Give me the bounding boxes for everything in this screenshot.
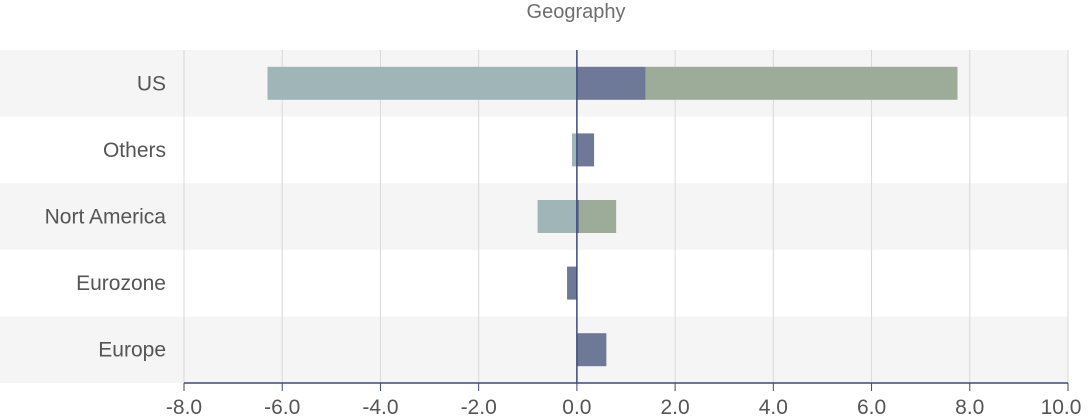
x-tick-label: -2.0 [461, 396, 497, 418]
x-tick-label: 10.0 [1041, 396, 1082, 418]
category-label: Nort America [45, 206, 167, 229]
bar-us-s2 [576, 66, 646, 100]
category-band [0, 316, 1068, 383]
category-labels: US Others Nort America Eurozone Europe [45, 72, 167, 361]
bar-europe-s2 [576, 333, 607, 367]
bar-nort-america-s1 [537, 200, 577, 233]
bars [267, 66, 958, 367]
category-label: US [137, 72, 166, 95]
x-tick-label: 2.0 [661, 396, 690, 418]
x-tick-label: 0.0 [562, 396, 591, 418]
chart-title: Geography [526, 1, 626, 23]
grid-lines [183, 50, 1069, 383]
x-tick-label: 6.0 [857, 396, 886, 418]
bar-others-s1 [571, 133, 577, 167]
category-label: Eurozone [76, 272, 166, 295]
category-band [0, 249, 1068, 317]
x-tick-label: -6.0 [264, 396, 300, 418]
bar-nort-america-s2 [576, 200, 580, 233]
bar-nort-america-s3 [579, 200, 617, 233]
category-band [0, 183, 1068, 250]
x-axis [183, 382, 1069, 391]
category-band [0, 116, 1068, 184]
x-tick-label: -8.0 [166, 396, 202, 418]
category-label: Others [103, 139, 166, 162]
bar-others-s2 [576, 133, 595, 167]
bar-eurozone-s2 [567, 266, 577, 300]
x-tick-label: 8.0 [955, 396, 984, 418]
x-tick-label: 4.0 [759, 396, 788, 418]
bar-us-s3 [645, 66, 958, 100]
x-tick-label: -4.0 [362, 396, 398, 418]
category-bands [0, 50, 1068, 383]
category-label: Europe [98, 339, 166, 362]
tick-labels: -8.0 -6.0 -4.0 -2.0 0.0 2.0 4.0 6.0 8.0 10.0 [166, 396, 1082, 418]
bar-us-s1 [267, 66, 577, 100]
